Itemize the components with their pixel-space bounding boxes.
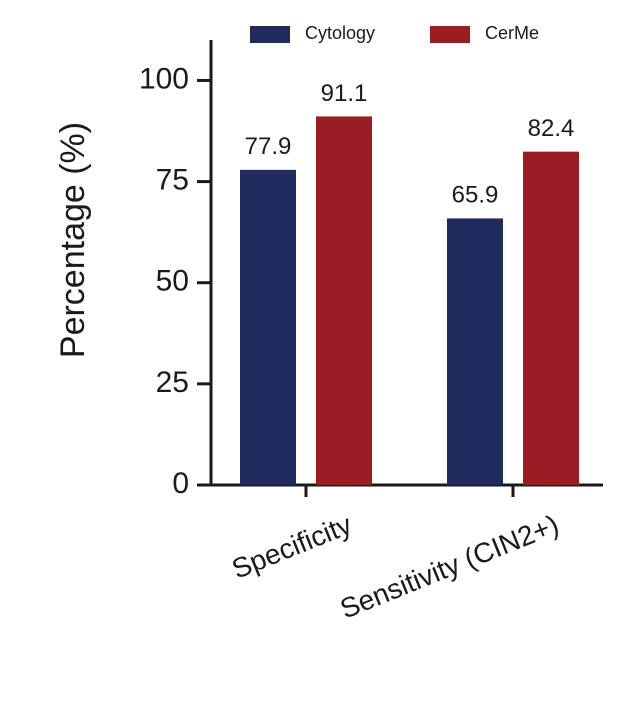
bar [316, 116, 372, 485]
y-axis-label: Percentage (%) [54, 122, 92, 358]
y-tick-label: 0 [172, 467, 189, 500]
value-label: 91.1 [321, 80, 368, 107]
y-tick-label: 25 [156, 366, 189, 399]
y-tick-label: 100 [139, 62, 189, 95]
legend-label: CerMe [485, 23, 539, 43]
value-label: 65.9 [452, 182, 499, 209]
y-tick-label: 50 [156, 265, 189, 298]
bar [523, 151, 579, 485]
legend-swatch [250, 26, 290, 43]
bar [240, 169, 296, 486]
x-tick-label: Sensitivity (CIN2+) [336, 509, 563, 625]
legend-swatch [430, 26, 470, 43]
bar [447, 218, 503, 485]
value-label: 77.9 [245, 133, 292, 160]
value-label: 82.4 [528, 115, 575, 142]
y-tick-label: 75 [156, 164, 189, 197]
x-tick-label: Specificity [228, 509, 356, 585]
legend-label: Cytology [305, 23, 375, 43]
